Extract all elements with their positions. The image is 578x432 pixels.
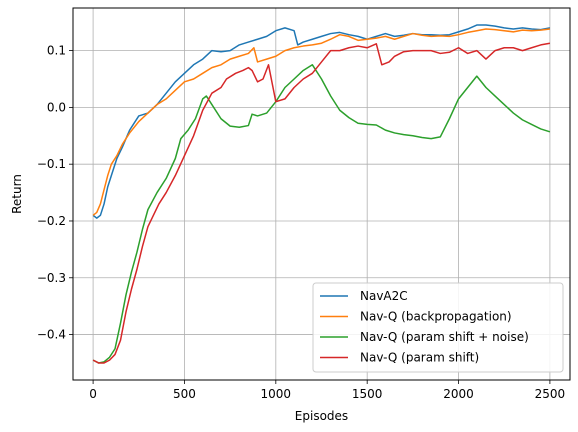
- x-tick-label: 0: [89, 387, 97, 401]
- series-lines: [92, 24, 551, 364]
- grid-lines: [73, 8, 570, 380]
- y-tick-label: 0.1: [47, 44, 66, 58]
- legend: NavA2C Nav-Q (backpropagation) Nav-Q (para…: [312, 282, 564, 373]
- series-line-0: [92, 24, 551, 219]
- x-tick-label: 500: [173, 387, 196, 401]
- plot-frame: [72, 7, 571, 381]
- y-tick-label: 0.0: [47, 100, 66, 114]
- x-axis-label: Episodes: [295, 409, 348, 423]
- y-tick-label: −0.1: [37, 157, 66, 171]
- series-line-2: [92, 64, 551, 364]
- axis-ticks: 0 500 1000 1500 2000 2500 −0.4 −0.3 −0.2 −0.1 0.0 0…: [37, 44, 565, 401]
- legend-label: Nav-Q (backpropagation): [360, 310, 512, 324]
- legend-label: Nav-Q (param shift): [360, 351, 479, 365]
- x-tick-label: 2500: [535, 387, 566, 401]
- x-tick-label: 1000: [261, 387, 292, 401]
- y-tick-label: −0.4: [37, 328, 66, 342]
- legend-label: Nav-Q (param shift + noise): [360, 330, 529, 344]
- legend-box: [312, 282, 564, 373]
- legend-label: NavA2C: [360, 289, 408, 303]
- x-tick-label: 2000: [443, 387, 474, 401]
- y-tick-label: −0.2: [37, 214, 66, 228]
- series-line-1: [92, 28, 550, 216]
- y-axis-label: Return: [10, 174, 24, 214]
- series-line-3: [92, 42, 551, 364]
- x-tick-label: 1500: [352, 387, 383, 401]
- y-tick-label: −0.3: [37, 271, 66, 285]
